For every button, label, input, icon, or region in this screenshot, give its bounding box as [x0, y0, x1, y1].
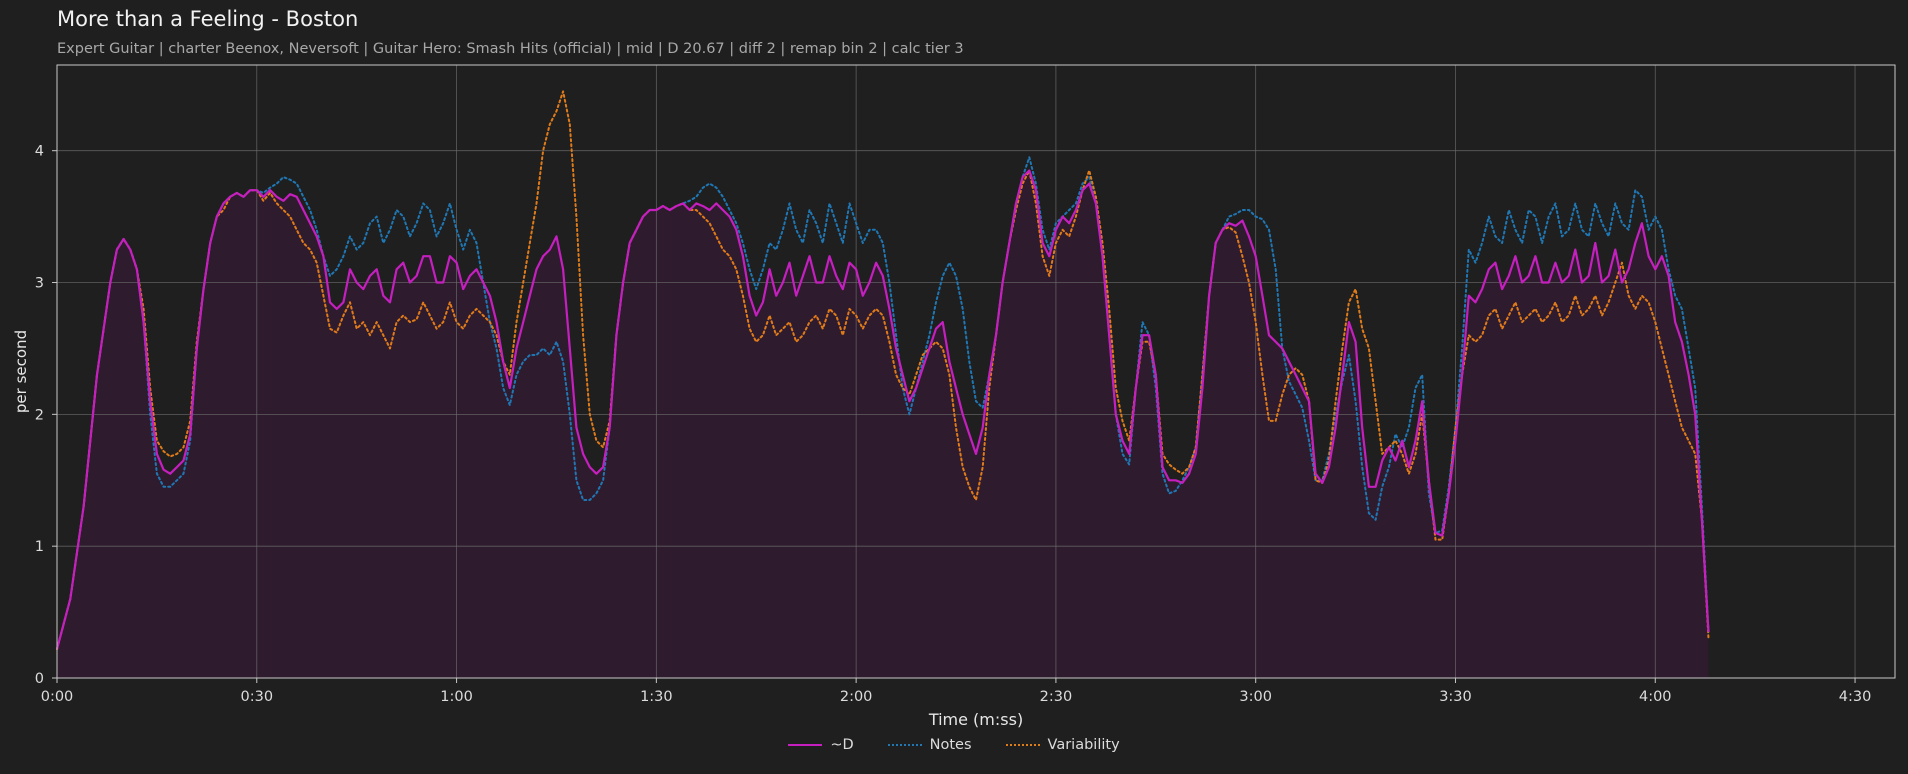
- series-notes-line: [56, 156, 1710, 650]
- x-tick-label: 4:30: [1839, 689, 1872, 705]
- x-tick-label: 0:00: [41, 689, 74, 705]
- series-d-line: [55, 169, 1710, 650]
- d-area-fill: [57, 170, 1709, 678]
- y-tick-label: 0: [35, 671, 44, 687]
- plot-frame: [56, 64, 1896, 679]
- y-tick-label: 2: [35, 407, 44, 423]
- y-axis-label: per second: [12, 330, 30, 413]
- x-tick-label: 3:30: [1439, 689, 1472, 705]
- legend-swatch-variability: [1005, 744, 1040, 746]
- chart-subtitle: Expert Guitar | charter Beenox, Neversof…: [57, 41, 964, 57]
- legend-swatch-d: [788, 744, 823, 746]
- legend-label-variability: Variability: [1047, 737, 1120, 753]
- y-tick-label: 4: [35, 144, 44, 160]
- legend-item-d: ~D: [788, 737, 854, 753]
- legend-item-notes: Notes: [887, 737, 972, 753]
- x-tick-label: 1:00: [440, 689, 473, 705]
- legend: ~D Notes Variability: [0, 737, 1908, 753]
- series-variability-line: [56, 90, 1710, 650]
- x-axis-label: Time (m:ss): [928, 710, 1023, 729]
- legend-swatch-notes: [887, 744, 922, 746]
- x-tick-label: 0:30: [241, 689, 274, 705]
- y-tick-label: 1: [35, 539, 44, 555]
- legend-label-d: ~D: [830, 737, 854, 753]
- chart-title: More than a Feeling - Boston: [57, 7, 359, 31]
- x-tick-label: 2:30: [1040, 689, 1073, 705]
- legend-label-notes: Notes: [929, 737, 972, 753]
- x-tick-label: 4:00: [1639, 689, 1672, 705]
- x-tick-label: 2:00: [840, 689, 873, 705]
- x-tick-label: 3:00: [1239, 689, 1272, 705]
- x-tick-label: 1:30: [640, 689, 673, 705]
- legend-item-variability: Variability: [1005, 737, 1120, 753]
- y-tick-label: 3: [35, 276, 44, 292]
